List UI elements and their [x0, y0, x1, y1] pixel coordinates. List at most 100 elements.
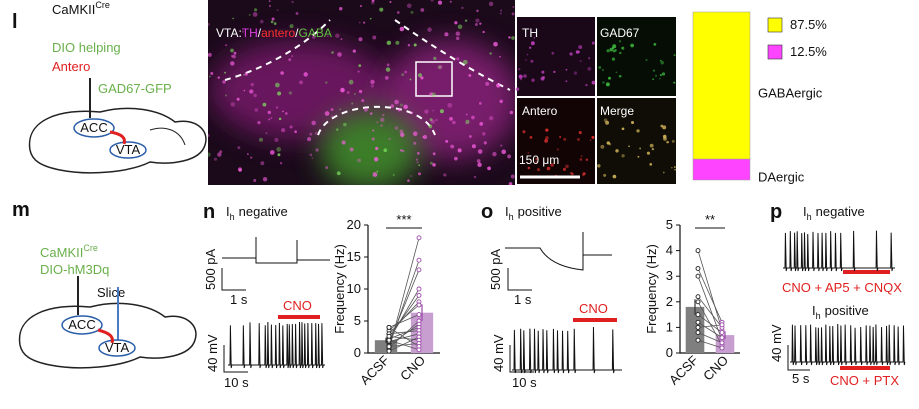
cell [268, 0, 271, 3]
cell [530, 41, 535, 46]
cell [511, 36, 515, 40]
cell [488, 1, 494, 7]
cell [479, 121, 484, 126]
cell [565, 164, 569, 169]
cell [529, 46, 532, 49]
cell [270, 117, 273, 119]
cell [533, 36, 536, 39]
cell [307, 137, 312, 142]
cell [527, 166, 531, 170]
schematic-text: Slice [97, 285, 125, 300]
cell [352, 49, 356, 53]
cell [575, 50, 580, 54]
cell [280, 71, 284, 75]
cell [253, 8, 258, 12]
cell [222, 80, 226, 84]
cell [603, 118, 608, 123]
cell [375, 146, 379, 151]
cell [427, 27, 432, 32]
trace-title: Ih positive [505, 204, 562, 222]
cell [349, 147, 354, 152]
cell [637, 155, 640, 158]
cell [666, 140, 669, 144]
cell [224, 94, 227, 97]
cell [241, 30, 245, 33]
cell [224, 71, 226, 74]
scale-label: 10 s [512, 375, 537, 390]
cell [540, 76, 545, 81]
cell [430, 0, 434, 2]
cell [531, 78, 535, 82]
cell [248, 13, 251, 16]
cell [645, 59, 648, 62]
cell [576, 137, 580, 141]
cell [438, 65, 443, 70]
cell [655, 74, 658, 77]
scale-bar [509, 345, 534, 373]
y-tick-label: 0 [666, 345, 673, 360]
cell [621, 46, 625, 50]
legend-label: 87.5% [790, 17, 827, 32]
cell [518, 68, 521, 71]
cell [382, 114, 385, 117]
cell [325, 166, 329, 170]
cell [452, 120, 456, 125]
cell [219, 150, 223, 154]
cell [370, 112, 373, 115]
cell [435, 118, 438, 122]
cell [553, 70, 556, 73]
cell [354, 93, 356, 95]
brain-schematic [28, 78, 207, 174]
data-point [416, 257, 422, 263]
scale-bar-label: 150 μm [519, 153, 559, 167]
data-point [386, 348, 392, 354]
drug-label: CNO + AP5 + CNQX [782, 280, 902, 295]
cell [465, 113, 468, 116]
y-tick-label: 2 [666, 294, 673, 309]
cell [314, 131, 318, 135]
cell [461, 6, 464, 10]
schematic-text: DIO helping [52, 40, 121, 55]
drug-label: CNO [579, 301, 608, 316]
cell [279, 162, 283, 165]
cell [230, 48, 234, 53]
data-point [695, 248, 701, 254]
data-point [695, 337, 701, 343]
cell [570, 172, 574, 176]
cell [478, 102, 482, 105]
cell [535, 160, 538, 163]
data-point [695, 294, 701, 300]
cell [208, 152, 211, 157]
cell [468, 74, 472, 77]
cell [259, 19, 264, 24]
cell [585, 158, 589, 161]
scale-bar [787, 345, 810, 371]
inset-label: Antero [522, 104, 558, 118]
cell [244, 72, 248, 76]
cell [600, 144, 605, 149]
cell [358, 64, 362, 68]
cell [464, 19, 468, 22]
cell [268, 4, 272, 8]
cell [358, 37, 363, 42]
x-tick-label: ACSF [357, 352, 392, 387]
cell [278, 117, 282, 121]
cell [612, 50, 616, 53]
trace-title: Ih negative [226, 204, 288, 222]
cell [268, 118, 271, 121]
scale-label: 40 mV [205, 334, 220, 372]
y-tick-label: 5 [354, 313, 361, 328]
cell [402, 149, 405, 153]
cell [449, 0, 452, 3]
cell [545, 136, 549, 140]
cell [386, 40, 392, 46]
cell [588, 57, 591, 60]
cell [295, 12, 299, 15]
cell [373, 156, 379, 162]
data-point [719, 340, 725, 346]
cell [331, 115, 334, 118]
cell [269, 150, 275, 155]
cell [399, 26, 405, 32]
panel-label: l [12, 11, 18, 33]
